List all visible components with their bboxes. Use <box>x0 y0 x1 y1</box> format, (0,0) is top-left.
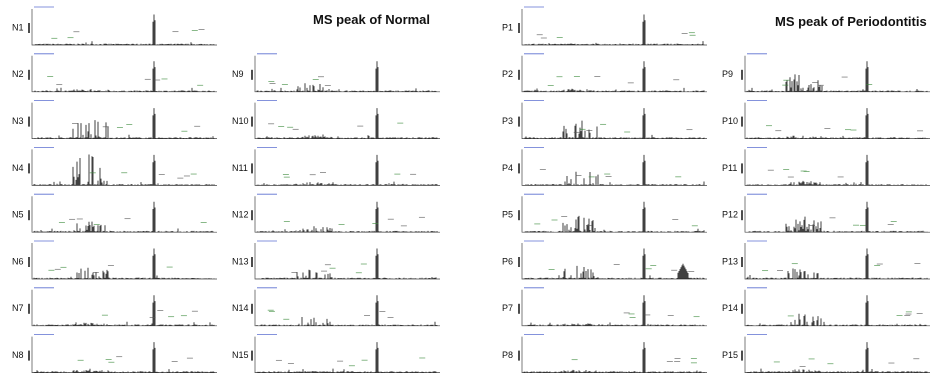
panel-label: N14 <box>232 303 249 313</box>
spectrum <box>257 108 438 139</box>
spectrum <box>523 342 705 373</box>
panel-label: N15 <box>232 350 249 360</box>
spectrum <box>523 154 705 186</box>
spectrum <box>524 201 705 233</box>
panel-label: N12 <box>232 210 249 220</box>
panel-label: P11 <box>722 163 737 173</box>
panel-label: P1 <box>502 22 513 32</box>
spectrum <box>746 342 928 373</box>
panel-label: P15 <box>722 350 738 360</box>
spectrum <box>523 248 705 279</box>
panel-label: N13 <box>232 256 249 266</box>
spectrum <box>746 108 928 139</box>
panel-label: N4 <box>12 163 24 173</box>
panel-label: P9 <box>722 69 733 79</box>
panel-label: N7 <box>12 303 24 313</box>
spectrum <box>746 295 927 326</box>
spectrum <box>746 154 927 186</box>
panel-label: N3 <box>12 116 24 126</box>
panel-label: P8 <box>502 350 513 360</box>
spectrum <box>256 295 438 326</box>
panel-label: N2 <box>12 69 24 79</box>
panel-label: P3 <box>502 116 513 126</box>
spectrum <box>524 108 705 139</box>
spectrum <box>523 295 705 326</box>
panel-label: P5 <box>502 210 513 220</box>
group-title: MS peak of Periodontitis <box>775 14 927 29</box>
panel-label: P14 <box>722 303 738 313</box>
panel-label: N9 <box>232 69 244 79</box>
panel-label: N6 <box>12 256 24 266</box>
panel-label: P2 <box>502 69 513 79</box>
panel-label: N10 <box>232 116 249 126</box>
panel-label: P7 <box>502 303 513 313</box>
spectrum <box>256 61 437 92</box>
spectrum <box>33 61 215 92</box>
spectrum <box>34 108 215 139</box>
panel-label: P10 <box>722 116 738 126</box>
spectrum <box>524 14 705 45</box>
spectrum <box>34 14 215 45</box>
panel-label: P6 <box>502 256 513 266</box>
panel-label: N11 <box>232 163 248 173</box>
spectrum <box>523 61 705 92</box>
panel-label: P13 <box>722 256 738 266</box>
spectrum <box>33 342 215 373</box>
spectrum <box>33 295 215 326</box>
spectrum <box>748 201 928 233</box>
spectrum <box>33 154 215 186</box>
panel-label: N5 <box>12 210 24 220</box>
spectrum <box>256 248 437 279</box>
group-title: MS peak of Normal <box>313 12 430 27</box>
spectrum <box>746 61 928 92</box>
spectrum <box>33 201 214 233</box>
panel-label: N8 <box>12 350 24 360</box>
panel-label: P4 <box>502 163 513 173</box>
panel-label: P12 <box>722 210 738 220</box>
spectrum <box>256 154 438 186</box>
spectrum <box>256 201 438 233</box>
spectrum <box>256 342 437 373</box>
spectrum <box>33 248 215 279</box>
panel-label: N1 <box>12 22 24 32</box>
spectrum <box>746 248 928 279</box>
